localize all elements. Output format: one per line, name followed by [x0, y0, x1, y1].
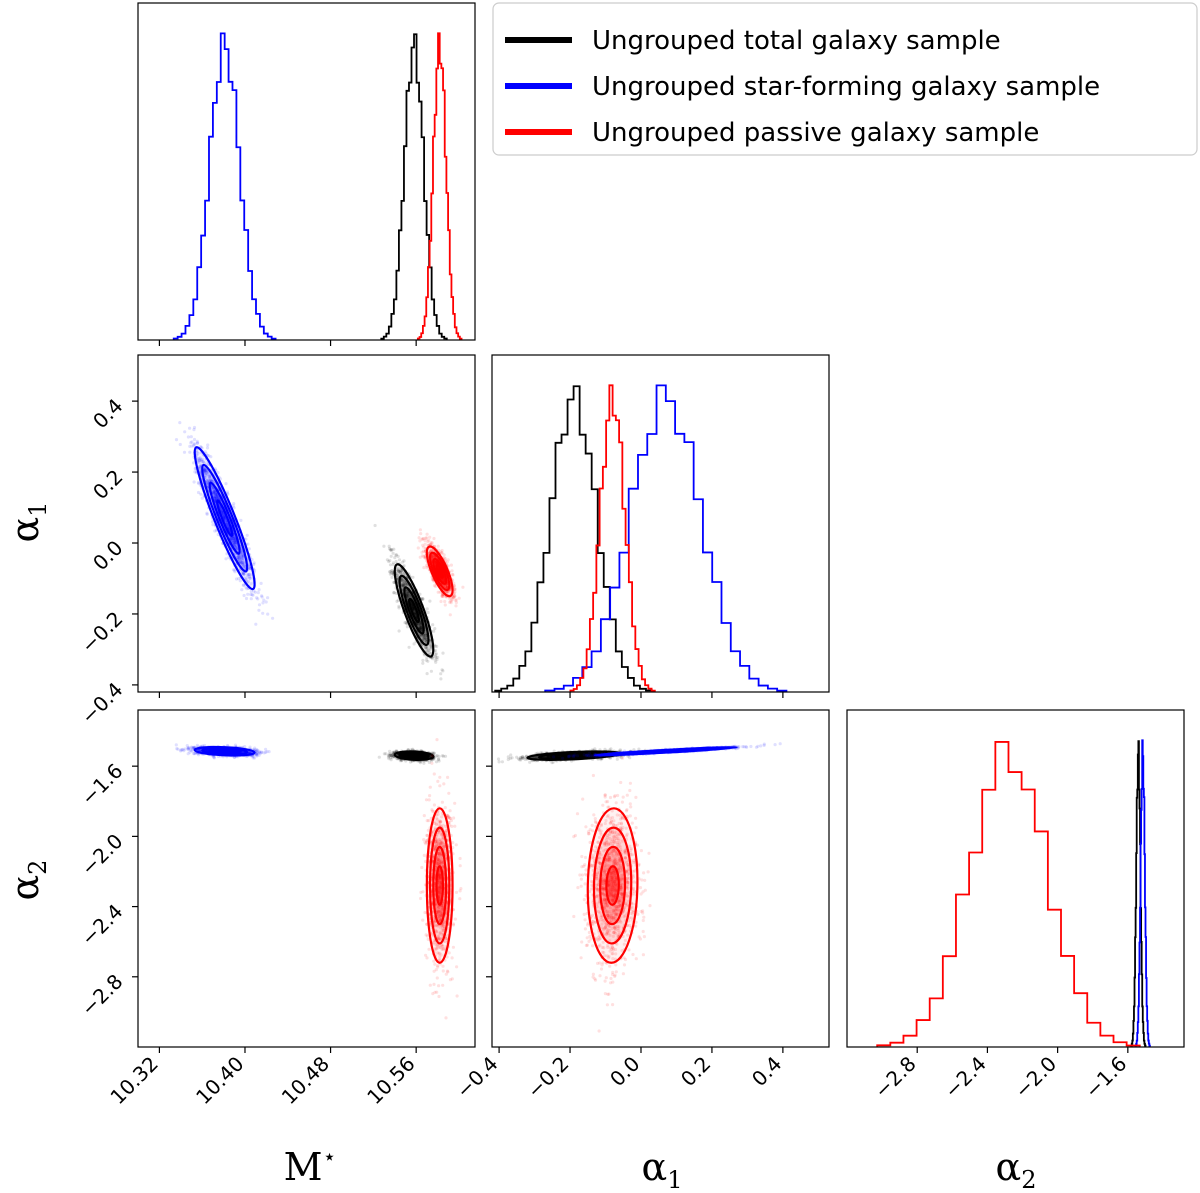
scatter-alpha1-alpha2	[491, 709, 830, 1048]
y-tick-label-alpha2: −1.6	[76, 759, 127, 810]
panel-frame	[137, 709, 476, 1048]
x-tick-label-Mstar: 10.40	[191, 1052, 248, 1109]
histogram-alpha1-series-2	[569, 384, 656, 692]
contour-series-2-level-3	[605, 865, 620, 906]
histogram-alpha1-series-0	[494, 385, 653, 692]
x-tick-label-Mstar: 10.48	[277, 1052, 334, 1109]
histogram-Mstar-series-1	[172, 32, 277, 340]
histogram-alpha1	[491, 354, 830, 693]
histogram-alpha2-series-1	[1134, 739, 1151, 1047]
contour-series-2-level-1	[428, 551, 451, 592]
legend: Ungrouped total galaxy sample Ungrouped s…	[492, 2, 1198, 156]
y-tick-label-alpha2: −2.4	[76, 899, 127, 950]
legend-entry-1: Ungrouped star-forming galaxy sample	[592, 72, 1100, 102]
x-tick-label-alpha1: −0.2	[522, 1052, 573, 1103]
contour-series-0-level-3	[408, 597, 420, 624]
histogram-Mstar	[137, 2, 476, 341]
contour-series-1-level-3	[216, 499, 234, 538]
contour-series-0-level-1	[398, 574, 430, 647]
x-tick-label-alpha1: 0.0	[605, 1052, 644, 1091]
histogram-Mstar-series-2	[416, 32, 463, 340]
y-tick-label-alpha2: −2.0	[76, 829, 127, 880]
y-axis-label-alpha1: α1	[3, 502, 52, 543]
x-tick-label-alpha2: −2.4	[940, 1052, 991, 1103]
scatter-Mstar-alpha1	[137, 354, 476, 693]
contour-series-2-level-3	[435, 564, 445, 579]
histogram-Mstar-series-0	[380, 33, 448, 340]
scatter-Mstar-alpha2	[137, 709, 476, 1048]
panel-frame	[137, 2, 476, 341]
x-tick-label-alpha2: −2.0	[1010, 1052, 1061, 1103]
y-tick-label-alpha1: 0.0	[88, 536, 127, 575]
x-tick-label-alpha1: 0.4	[747, 1052, 786, 1091]
legend-box	[492, 2, 1198, 156]
histogram-alpha2-series-2	[876, 741, 1141, 1047]
y-axis-label-alpha2: α2	[3, 860, 52, 901]
histogram-alpha2-series-0	[1130, 740, 1147, 1047]
panel-frame	[491, 354, 830, 693]
x-axis-label-alpha2: α2	[996, 1145, 1037, 1193]
x-tick-label-alpha1: 0.2	[676, 1052, 715, 1091]
y-tick-label-alpha1: 0.2	[88, 465, 127, 504]
contour-series-2-level-2	[599, 845, 627, 926]
contour-series-2-level-2	[432, 845, 448, 926]
legend-entry-2: Ungrouped passive galaxy sample	[592, 118, 1039, 148]
panel-frame	[137, 354, 476, 693]
contour-series-0-level-3	[408, 753, 420, 758]
panel-frame	[846, 709, 1185, 1048]
contour-series-1-level-1	[201, 463, 249, 573]
y-tick-label-alpha2: −2.8	[76, 969, 127, 1020]
y-tick-label-alpha1: −0.2	[76, 607, 127, 658]
histogram-alpha1-series-1	[544, 384, 788, 692]
contour-series-2-level-3	[435, 865, 445, 906]
histogram-alpha2	[846, 709, 1185, 1048]
y-tick-label-alpha1: −0.4	[76, 677, 127, 728]
y-tick-label-alpha1: 0.4	[88, 394, 127, 433]
panel-frame	[491, 709, 830, 1048]
x-axis-label-Mstar: M⋆	[284, 1145, 337, 1189]
x-axis-label-alpha1: α1	[642, 1145, 683, 1193]
x-tick-label-alpha1: −0.4	[451, 1052, 502, 1103]
contour-series-1-level-3	[216, 749, 234, 754]
legend-entry-0: Ungrouped total galaxy sample	[592, 26, 1001, 56]
x-tick-label-Mstar: 10.32	[105, 1052, 162, 1109]
x-tick-label-alpha2: −2.8	[869, 1052, 920, 1103]
x-tick-label-alpha2: −1.6	[1080, 1052, 1131, 1103]
contour-series-1-level-3	[646, 749, 685, 754]
contour-series-0-level-3	[560, 753, 587, 758]
x-tick-label-Mstar: 10.56	[362, 1052, 419, 1109]
